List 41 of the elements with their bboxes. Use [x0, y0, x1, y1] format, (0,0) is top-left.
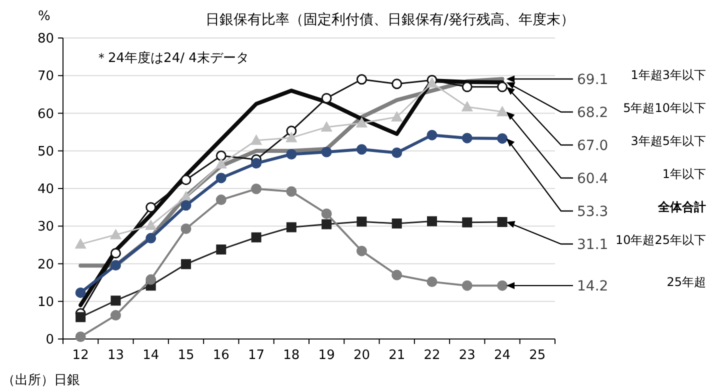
x-tick-label: 13: [107, 348, 124, 363]
x-tick-label: 18: [283, 348, 300, 363]
x-tick-label: 20: [353, 348, 370, 363]
data-label: 68.2: [577, 104, 608, 121]
y-tick-label: 60: [37, 106, 54, 122]
chart-title: 日銀保有比率（固定利付債、日銀保有/発行残高、年度末）: [206, 12, 574, 28]
y-tick-label: 50: [37, 144, 54, 160]
x-tick-label: 17: [248, 348, 265, 363]
y-tick-label: 30: [37, 220, 54, 235]
text: 全体合計: [657, 200, 706, 214]
data-label: 67.0: [577, 138, 608, 154]
y-tick-label: 0: [46, 332, 54, 348]
text: 3年超5年以下: [630, 134, 706, 148]
y-tick-label: 70: [37, 69, 54, 84]
x-tick-label: 16: [212, 348, 230, 363]
text: （出所）日銀: [2, 373, 80, 388]
x-tick-label: 24: [494, 348, 511, 363]
y-axis-title: %: [38, 9, 50, 24]
x-tick-label: 15: [178, 348, 194, 363]
x-tick-label: 22: [424, 348, 440, 363]
text: 10年超25年以下: [615, 233, 706, 248]
x-tick-label: 25: [529, 348, 546, 363]
y-tick-label: 10: [37, 294, 54, 310]
text: 1年超3年以下: [630, 68, 706, 82]
annotation: ＊24年度は24/ 4末データ: [95, 50, 249, 66]
y-tick-label: 80: [37, 32, 54, 47]
data-label: 60.4: [577, 170, 608, 187]
y-tick-label: 20: [37, 257, 54, 272]
x-tick-label: 19: [318, 348, 335, 363]
data-label: 53.3: [577, 204, 608, 220]
data-label: 31.1: [577, 236, 608, 253]
text: 5年超10年以下: [623, 101, 706, 116]
x-tick-label: 21: [388, 348, 406, 363]
x-tick-label: 14: [142, 348, 160, 363]
x-tick-label: 23: [458, 348, 476, 363]
data-label: 69.1: [577, 72, 608, 88]
x-tick-label: 12: [72, 348, 89, 363]
text: 1年以下: [662, 167, 706, 182]
y-tick-label: 40: [37, 182, 54, 198]
data-label: 14.2: [577, 278, 608, 294]
text: 25年超: [666, 274, 706, 289]
